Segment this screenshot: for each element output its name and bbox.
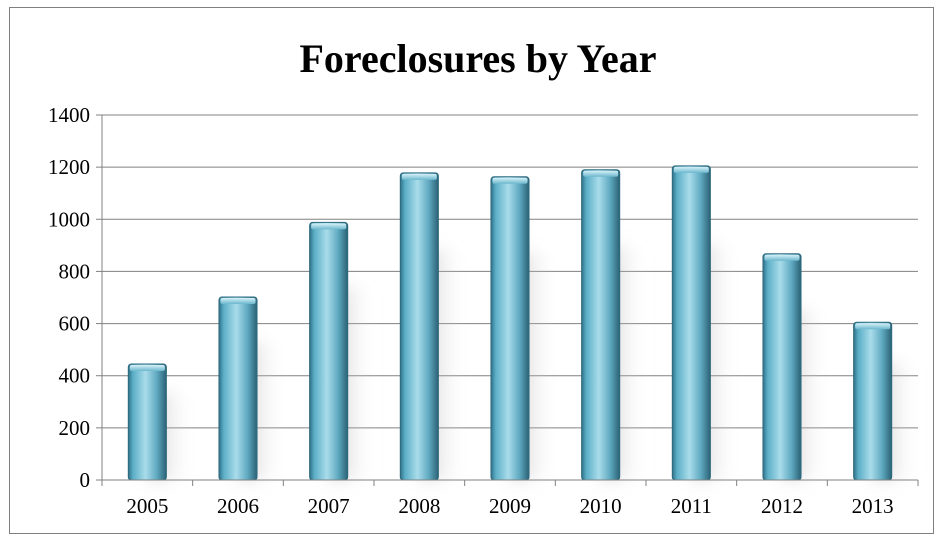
bar-bevel-top [673, 166, 709, 173]
bar-2005 [127, 363, 167, 481]
x-tick-label: 2012 [761, 494, 803, 518]
chart-title: Foreclosures by Year [300, 36, 657, 81]
x-tick-label: 2011 [671, 494, 712, 518]
bars [127, 165, 893, 481]
y-tick-label: 0 [80, 468, 91, 492]
bar-bevel-top [401, 173, 437, 180]
x-tick-labels: 2005 2006 2007 2008 2009 2010 2011 2012 2013 [126, 494, 893, 518]
x-tick-label: 2010 [580, 494, 622, 518]
bar-bevel-top [129, 364, 165, 371]
x-tick-label: 2009 [489, 494, 531, 518]
x-tick-label: 2006 [217, 494, 259, 518]
bar-2006 [218, 296, 258, 481]
bar-2012 [762, 253, 802, 481]
y-tick-label: 200 [59, 416, 91, 440]
y-tick-labels: 0 200 400 600 800 1000 1200 1400 [48, 103, 90, 492]
bar-bevel-top [855, 323, 891, 330]
y-tick-label: 1200 [48, 155, 90, 179]
bar-2007 [309, 221, 349, 481]
y-tick-label: 1400 [48, 103, 90, 127]
y-tick-label: 400 [59, 364, 91, 388]
x-tick-label: 2005 [126, 494, 168, 518]
bar-bevel-top [311, 223, 347, 230]
bar-bevel-top [220, 297, 256, 304]
y-tick-label: 1000 [48, 207, 90, 231]
bar-2010 [581, 169, 621, 481]
bar-2008 [399, 172, 439, 481]
bar-shadows [149, 244, 919, 480]
bar-2013 [853, 321, 893, 481]
x-tick-label: 2008 [398, 494, 440, 518]
bar-bevel-top [583, 170, 619, 177]
y-tick-label: 600 [59, 312, 91, 336]
x-tick-label: 2013 [852, 494, 894, 518]
axes [101, 115, 918, 481]
y-tick-label: 800 [59, 259, 91, 283]
bar-bevel-top [764, 254, 800, 261]
x-tick-label: 2007 [308, 494, 350, 518]
bar-bevel-top [492, 177, 528, 184]
bar-2009 [490, 176, 530, 481]
bar-2011 [671, 165, 711, 481]
